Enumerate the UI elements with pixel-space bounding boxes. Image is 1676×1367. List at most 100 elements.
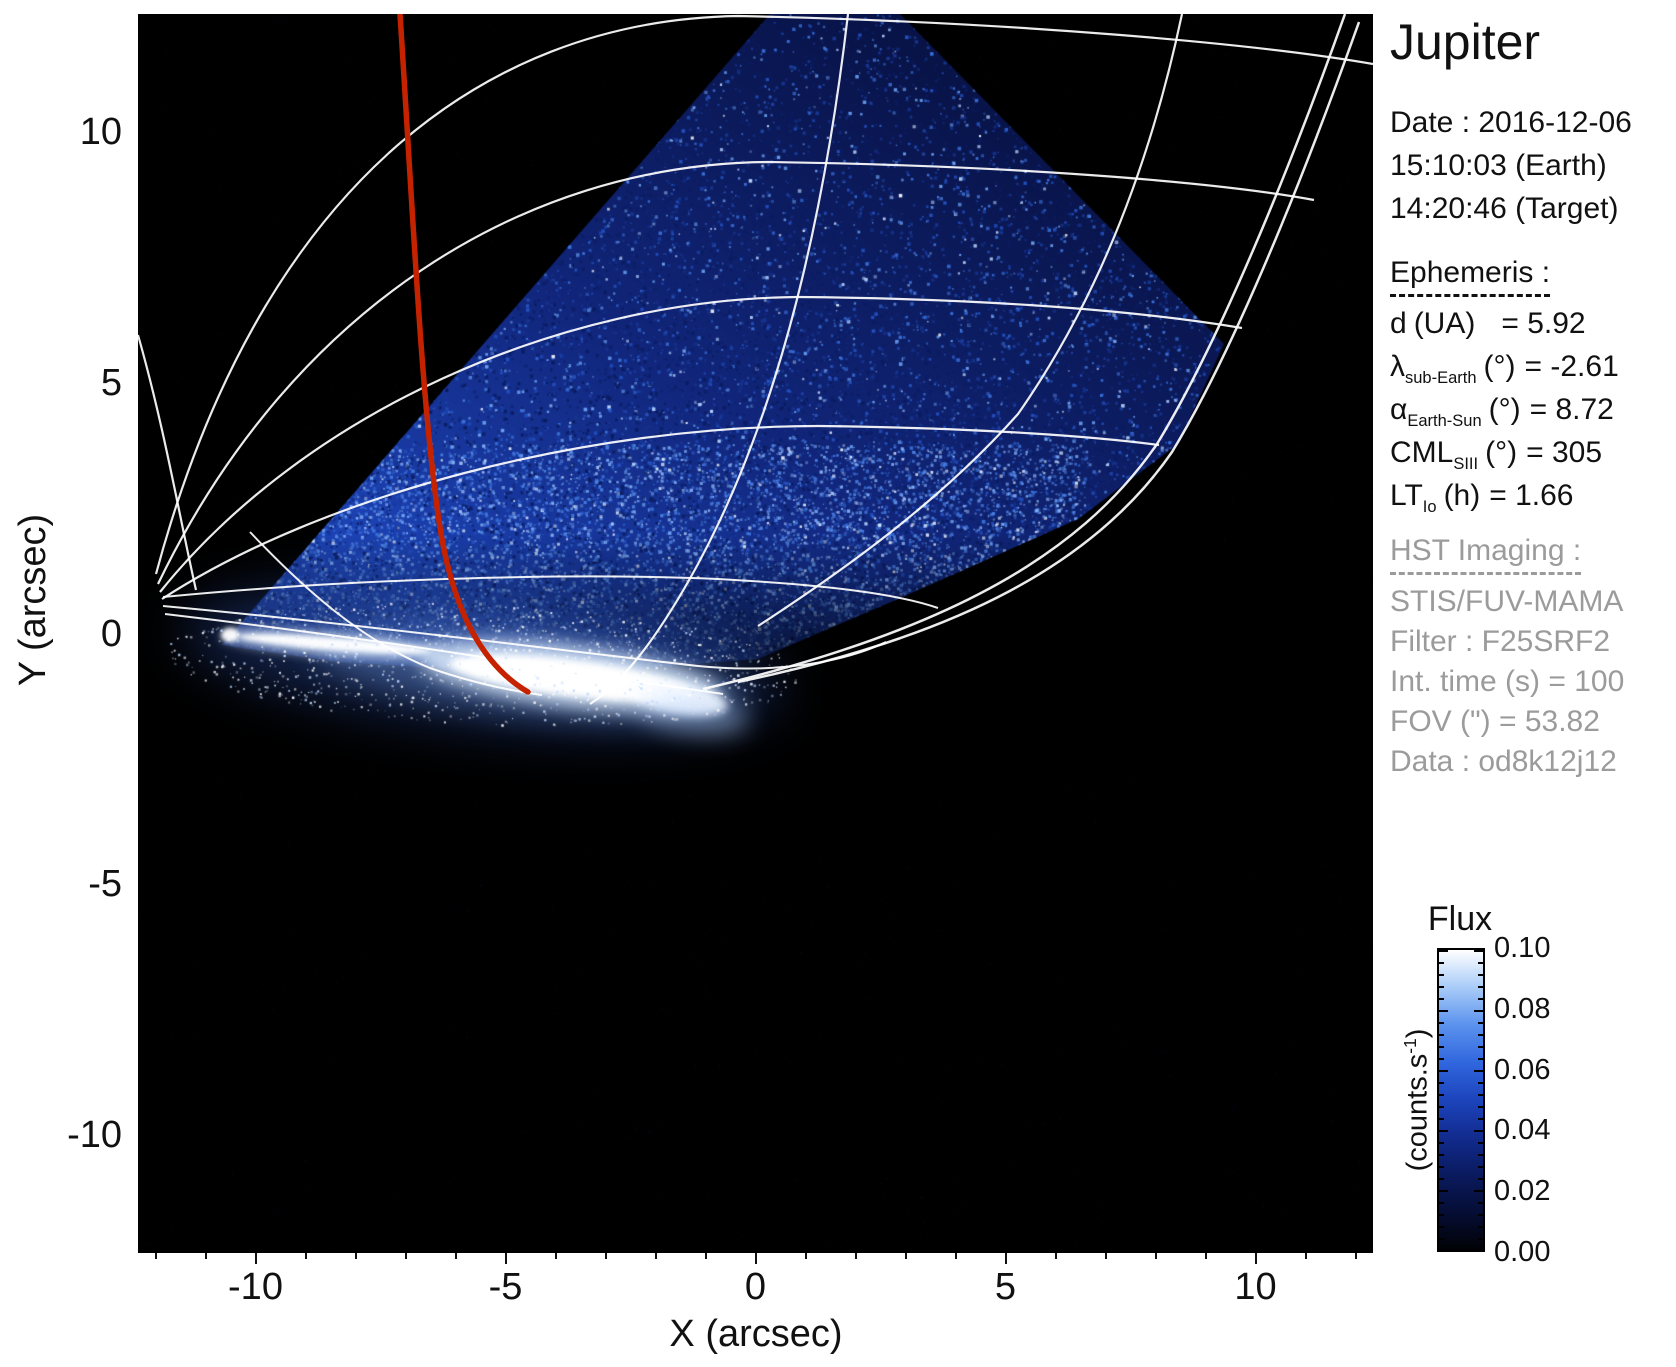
colorbar-minor-tick [1478, 1094, 1483, 1096]
graticule-lat-2 [158, 162, 1314, 584]
x-axis-title: X (arcsec) [556, 1313, 956, 1356]
x-minor-tick [305, 1253, 307, 1259]
time-earth: 15:10:03 (Earth) [1390, 144, 1632, 187]
graticule-overlay [138, 14, 1373, 1253]
x-minor-tick [705, 1253, 707, 1259]
x-tick-label: 10 [1176, 1266, 1336, 1306]
y-tick-label: -5 [18, 863, 122, 905]
ephemeris-row-subearth-lat: λsub-Earth (°) = -2.61 [1390, 345, 1619, 388]
colorbar-major-tick [1439, 1190, 1448, 1192]
x-minor-tick [205, 1253, 207, 1259]
colorbar-minor-tick [1439, 1118, 1444, 1120]
observation-datetime: Date : 2016-12-06 15:10:03 (Earth) 14:20… [1390, 101, 1632, 230]
x-minor-tick [155, 1253, 157, 1259]
colorbar-minor-tick [1478, 1046, 1483, 1048]
colorbar-minor-tick [1439, 1058, 1444, 1060]
graticule-limb-inner [738, 22, 1359, 682]
colorbar-minor-tick [1478, 974, 1483, 976]
x-minor-tick [555, 1253, 557, 1259]
colorbar-major-tick [1439, 950, 1448, 952]
colorbar-minor-tick [1478, 986, 1483, 988]
ephemeris-row-io-localtime: LTIo (h) = 1.66 [1390, 474, 1619, 517]
colorbar-unit-label: (counts.s-1) [1390, 950, 1430, 1250]
colorbar-major-tick [1439, 1250, 1448, 1252]
colorbar-minor-tick [1478, 1166, 1483, 1168]
colorbar-minor-tick [1478, 1142, 1483, 1144]
x-major-tick [1255, 1253, 1257, 1264]
colorbar-major-tick [1474, 1250, 1483, 1252]
x-major-tick [755, 1253, 757, 1264]
x-minor-tick [1305, 1253, 1307, 1259]
x-minor-tick [955, 1253, 957, 1259]
colorbar-major-tick [1474, 1010, 1483, 1012]
plot-area [138, 14, 1373, 1253]
colorbar-major-tick [1474, 1070, 1483, 1072]
colorbar-minor-tick [1439, 986, 1444, 988]
hst-filter: Filter : F25SRF2 [1390, 622, 1624, 662]
ephemeris-row-cml: CMLSIII (°) = 305 [1390, 431, 1619, 474]
graticule-lat-1 [156, 16, 1373, 574]
colorbar-minor-tick [1439, 1166, 1444, 1168]
colorbar-minor-tick [1439, 1046, 1444, 1048]
colorbar-tick-label: 0.06 [1494, 1055, 1604, 1085]
y-tick-label: 5 [18, 362, 122, 404]
x-minor-tick [1105, 1253, 1107, 1259]
colorbar-minor-tick [1439, 1226, 1444, 1228]
colorbar-minor-tick [1439, 1022, 1444, 1024]
colorbar-minor-tick [1439, 1178, 1444, 1180]
hst-data-id: Data : od8k12j12 [1390, 742, 1624, 782]
colorbar-minor-tick [1439, 1154, 1444, 1156]
colorbar-minor-tick [1478, 1214, 1483, 1216]
x-tick-label: -5 [426, 1266, 586, 1306]
colorbar-major-tick [1439, 1130, 1448, 1132]
ephemeris-heading: Ephemeris : [1390, 256, 1550, 297]
colorbar-minor-tick [1439, 1082, 1444, 1084]
figure: -10 -5 0 5 10 10 5 0 -5 -10 X (arcsec) Y (arcsec… [0, 0, 1676, 1367]
colorbar-tick-label: 0.04 [1494, 1115, 1604, 1145]
hst-instrument: STIS/FUV-MAMA [1390, 582, 1624, 622]
hst-imaging-heading: HST Imaging : [1390, 534, 1581, 575]
colorbar-tick-label: 0.00 [1494, 1237, 1604, 1267]
x-major-tick [505, 1253, 507, 1264]
graticule-lon-2 [758, 14, 1182, 626]
x-minor-tick [905, 1253, 907, 1259]
colorbar-major-tick [1474, 1130, 1483, 1132]
y-tick-label: -10 [18, 1114, 122, 1156]
x-minor-tick [1205, 1253, 1207, 1259]
x-minor-tick [805, 1253, 807, 1259]
x-minor-tick [605, 1253, 607, 1259]
colorbar-minor-tick [1478, 1118, 1483, 1120]
ephemeris-table: d (UA) = 5.92 λsub-Earth (°) = -2.61 αEarth-… [1390, 302, 1619, 517]
x-minor-tick [455, 1253, 457, 1259]
graticule-lat-5 [163, 576, 938, 608]
red-footprint-track [400, 14, 528, 692]
x-minor-tick [1355, 1253, 1357, 1259]
colorbar-minor-tick [1439, 974, 1444, 976]
x-minor-tick [855, 1253, 857, 1259]
x-tick-label: 0 [676, 1266, 836, 1306]
x-minor-tick [1155, 1253, 1157, 1259]
colorbar-minor-tick [1439, 962, 1444, 964]
colorbar-minor-tick [1478, 1154, 1483, 1156]
graticule-lat-7 [165, 614, 723, 694]
colorbar-major-tick [1439, 1010, 1448, 1012]
graticule-lon-1 [590, 14, 848, 704]
colorbar-tick-label: 0.02 [1494, 1176, 1604, 1206]
x-minor-tick [1055, 1253, 1057, 1259]
graticule-left-limb [138, 335, 196, 590]
hst-imaging-details: STIS/FUV-MAMA Filter : F25SRF2 Int. time… [1390, 582, 1624, 782]
colorbar-minor-tick [1478, 1202, 1483, 1204]
colorbar-minor-tick [1478, 1034, 1483, 1036]
ephemeris-row-phase-angle: αEarth-Sun (°) = 8.72 [1390, 388, 1619, 431]
colorbar-minor-tick [1478, 1058, 1483, 1060]
date-line: Date : 2016-12-06 [1390, 101, 1632, 144]
colorbar-major-tick [1474, 950, 1483, 952]
colorbar-minor-tick [1439, 1094, 1444, 1096]
graticule-limb-outer [703, 14, 1345, 689]
colorbar-minor-tick [1439, 1202, 1444, 1204]
colorbar-minor-tick [1478, 1238, 1483, 1240]
x-tick-label: 5 [926, 1266, 1086, 1306]
colorbar-minor-tick [1478, 962, 1483, 964]
x-major-tick [255, 1253, 257, 1264]
y-tick-label: 10 [18, 111, 122, 153]
